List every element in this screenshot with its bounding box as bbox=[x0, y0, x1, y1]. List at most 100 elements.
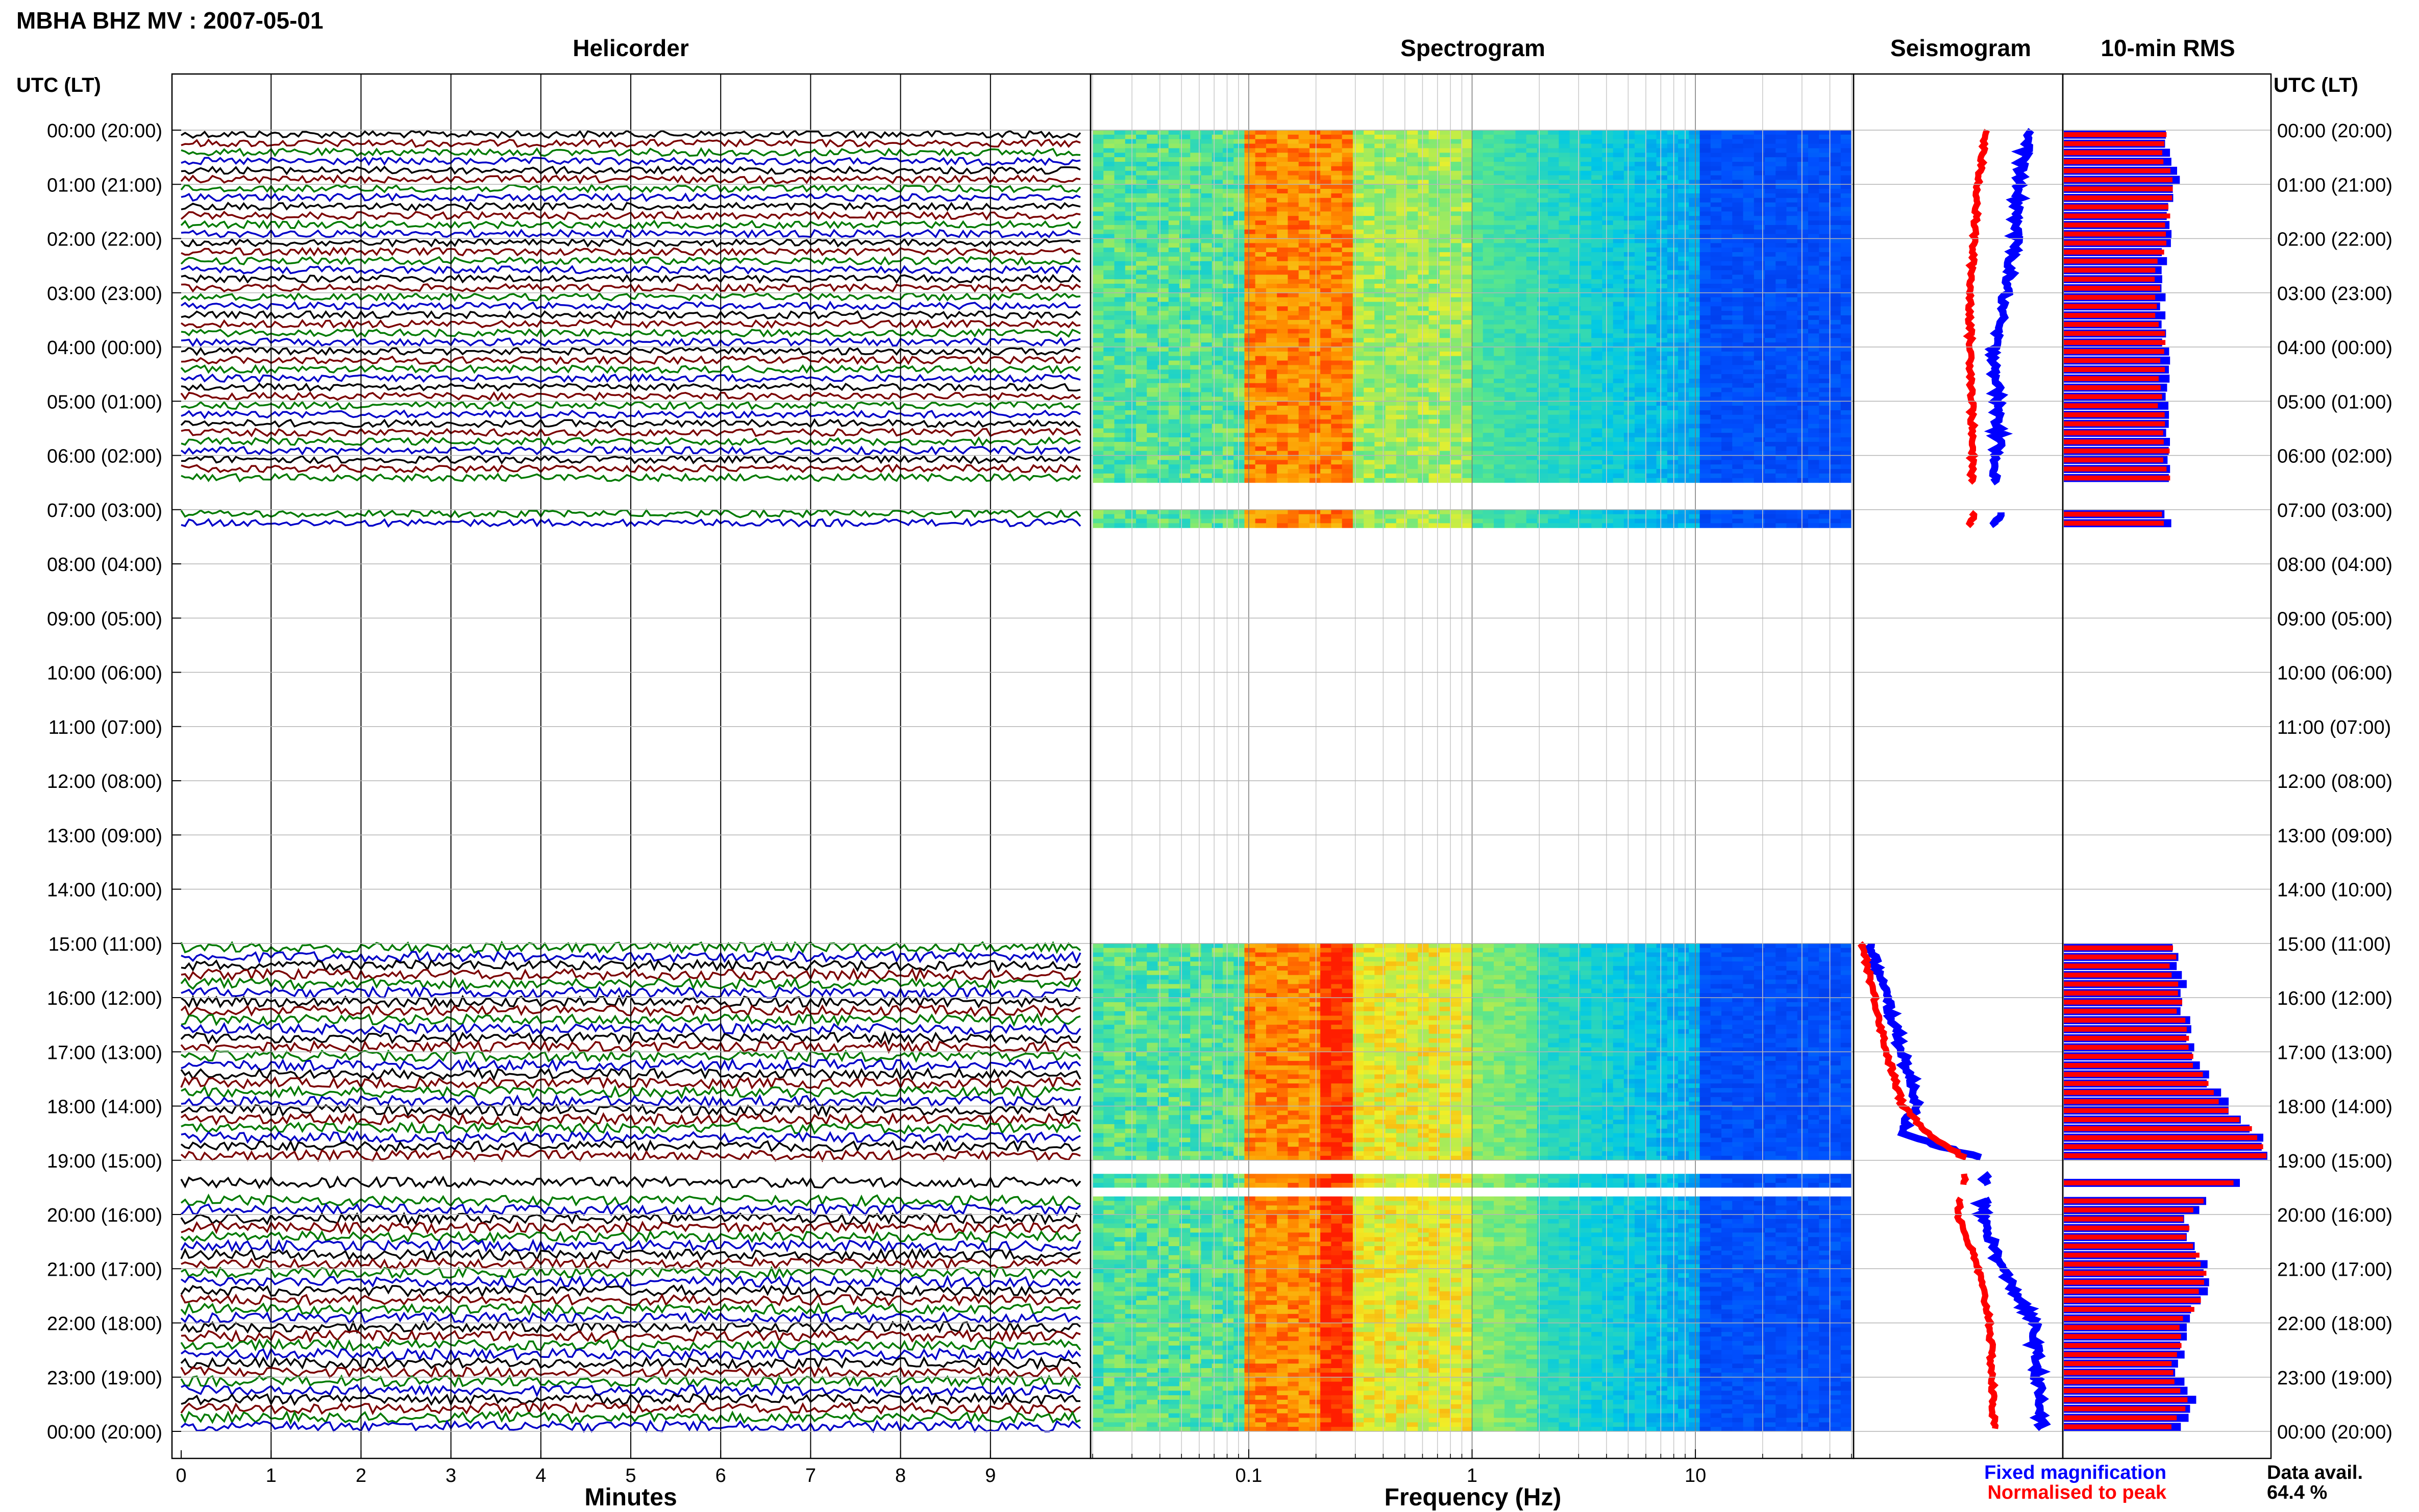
spectrogram-cell bbox=[1255, 333, 1267, 338]
spectrogram-cell bbox=[1147, 387, 1158, 393]
spectrogram-cell bbox=[1212, 311, 1223, 316]
spectrogram-cell bbox=[1125, 406, 1137, 411]
spectrogram-cell bbox=[1504, 292, 1516, 298]
spectrogram-cell bbox=[1212, 166, 1223, 171]
spectrogram-cell bbox=[1255, 216, 1267, 221]
spectrogram-cell bbox=[1797, 297, 1809, 302]
spectrogram-cell bbox=[1635, 162, 1646, 167]
spectrogram-cell bbox=[1819, 143, 1831, 148]
spectrogram-cell bbox=[1147, 342, 1158, 348]
spectrogram-cell bbox=[1439, 153, 1451, 158]
spectrogram-cell bbox=[1656, 319, 1668, 325]
spectrogram-cell bbox=[1418, 180, 1429, 185]
spectrogram-cell bbox=[1320, 130, 1331, 135]
spectrogram-cell bbox=[1342, 401, 1353, 406]
spectrogram-cell bbox=[1396, 134, 1408, 140]
spectrogram-cell bbox=[1775, 180, 1787, 185]
spectrogram-cell bbox=[1580, 433, 1592, 438]
spectrogram-cell bbox=[1212, 207, 1223, 212]
spectrogram-cell bbox=[1428, 441, 1440, 447]
spectrogram-cell bbox=[1548, 234, 1559, 239]
spectrogram-cell bbox=[1288, 193, 1299, 199]
spectrogram-cell bbox=[1689, 202, 1700, 208]
spectrogram-cell bbox=[1168, 288, 1180, 293]
spectrogram-cell bbox=[1678, 170, 1689, 176]
spectrogram-cell bbox=[1743, 261, 1755, 266]
spectrogram-cell bbox=[1830, 243, 1841, 248]
spectrogram-cell bbox=[1743, 414, 1755, 420]
spectrogram-cell bbox=[1515, 130, 1527, 135]
spectrogram-cell bbox=[1212, 315, 1223, 320]
spectrogram-cell bbox=[1255, 170, 1267, 176]
spectrogram-cell bbox=[1645, 229, 1657, 235]
spectrogram-cell bbox=[1342, 170, 1353, 176]
spectrogram-cell bbox=[1602, 216, 1614, 221]
spectrogram-cell bbox=[1569, 406, 1581, 411]
spectrogram-cell bbox=[1602, 401, 1614, 406]
spectrogram-cell bbox=[1494, 302, 1505, 307]
spectrogram-cell bbox=[1775, 383, 1787, 388]
spectrogram-cell bbox=[1385, 297, 1397, 302]
spectrogram-cell bbox=[1830, 306, 1841, 311]
spectrogram-cell bbox=[1212, 157, 1223, 162]
spectrogram-cell bbox=[1699, 265, 1711, 270]
spectrogram-cell bbox=[1526, 243, 1538, 248]
spectrogram-cell bbox=[1364, 374, 1375, 379]
spectrogram-cell bbox=[1472, 247, 1484, 253]
spectrogram-cell bbox=[1288, 428, 1299, 433]
spectrogram-cell bbox=[1678, 428, 1689, 433]
spectrogram-cell bbox=[1635, 148, 1646, 153]
spectrogram-cell bbox=[1277, 292, 1288, 298]
spectrogram-cell bbox=[1732, 252, 1744, 257]
spectrogram-cell bbox=[1515, 275, 1527, 280]
spectrogram-cell bbox=[1233, 365, 1245, 370]
spectrogram-cell bbox=[1537, 175, 1548, 180]
spectrogram-cell bbox=[1450, 197, 1462, 203]
spectrogram-cell bbox=[1364, 401, 1375, 406]
spectrogram-cell bbox=[1179, 319, 1191, 325]
spectrogram-cell bbox=[1559, 193, 1570, 199]
spectrogram-cell bbox=[1569, 211, 1581, 216]
spectrogram-cell bbox=[1288, 270, 1299, 275]
spectrogram-cell bbox=[1093, 414, 1104, 420]
spectrogram-cell bbox=[1385, 247, 1397, 253]
spectrogram-cell bbox=[1635, 297, 1646, 302]
spectrogram-cell bbox=[1342, 410, 1353, 415]
spectrogram-cell bbox=[1418, 419, 1429, 425]
spectrogram-cell bbox=[1298, 197, 1310, 203]
spectrogram-cell bbox=[1309, 175, 1321, 180]
spectrogram-cell bbox=[1754, 324, 1765, 330]
spectrogram-cell bbox=[1309, 342, 1321, 348]
spectrogram-cell bbox=[1352, 270, 1364, 275]
spectrogram-cell bbox=[1494, 261, 1505, 266]
spectrogram-cell bbox=[1407, 441, 1418, 447]
spectrogram-cell bbox=[1168, 162, 1180, 167]
spectrogram-cell bbox=[1201, 153, 1213, 158]
spectrogram-cell bbox=[1699, 347, 1711, 352]
spectrogram-cell bbox=[1504, 396, 1516, 402]
spectrogram-cell bbox=[1635, 220, 1646, 226]
spectrogram-cell bbox=[1710, 247, 1722, 253]
spectrogram-cell bbox=[1526, 225, 1538, 230]
spectrogram-cell bbox=[1212, 130, 1223, 135]
spectrogram-cell bbox=[1504, 270, 1516, 275]
spectrogram-cell bbox=[1168, 238, 1180, 243]
spectrogram-cell bbox=[1277, 162, 1288, 167]
spectrogram-cell bbox=[1114, 275, 1126, 280]
spectrogram-cell bbox=[1103, 396, 1115, 402]
spectrogram-cell bbox=[1472, 315, 1484, 320]
spectrogram-cell bbox=[1645, 369, 1657, 375]
spectrogram-cell bbox=[1710, 401, 1722, 406]
spectrogram-cell bbox=[1233, 207, 1245, 212]
spectrogram-cell bbox=[1093, 265, 1104, 270]
spectrogram-cell bbox=[1385, 229, 1397, 235]
figure-title: MBHA BHZ MV : 2007-05-01 bbox=[16, 7, 324, 34]
spectrogram-cell bbox=[1623, 324, 1635, 330]
spectrogram-cell bbox=[1548, 401, 1559, 406]
spectrogram-cell bbox=[1114, 437, 1126, 442]
spectrogram-cell bbox=[1331, 247, 1343, 253]
spectrogram-cell bbox=[1244, 197, 1256, 203]
spectrogram-cell bbox=[1136, 401, 1147, 406]
spectrogram-cell bbox=[1526, 180, 1538, 185]
spectrogram-cell bbox=[1331, 288, 1343, 293]
